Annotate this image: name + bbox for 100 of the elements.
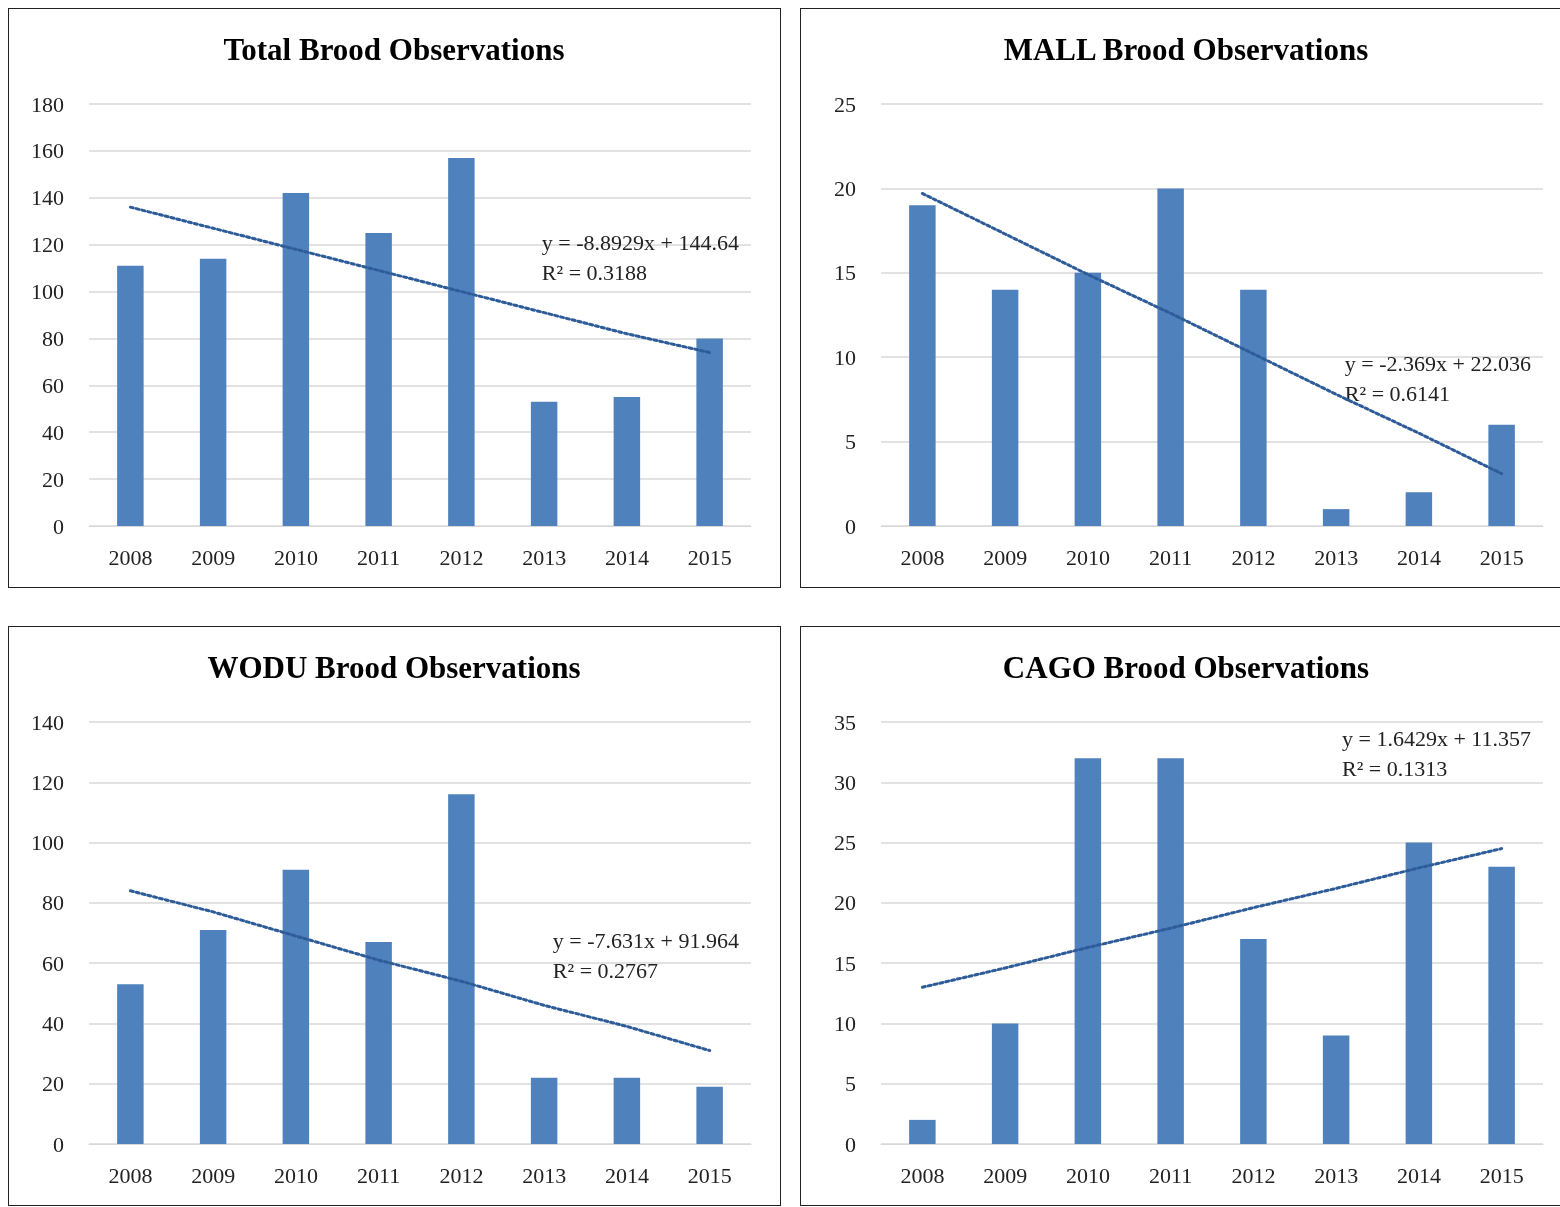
chart-title: WODU Brood Observations [207,650,581,685]
y-tick-label: 80 [42,890,64,916]
chart-title: MALL Brood Observations [1003,32,1369,67]
bar [613,1077,641,1144]
x-tick-label: 2011 [1149,544,1193,570]
y-tick-label: 120 [31,232,64,258]
annotation: y = -7.631x + 91.964 [552,928,739,954]
bar [117,984,144,1144]
bar [365,942,392,1144]
chart-title: Total Brood Observations [223,32,565,67]
x-tick-label: 2015 [687,544,732,570]
bar [991,289,1019,526]
y-tick-label: 10 [834,344,856,370]
annotation: R² = 0.2767 [552,958,659,984]
x-tick-label: 2013 [1314,1162,1359,1188]
y-tick-label: 20 [42,1071,64,1097]
bar [1074,758,1102,1144]
annotation: y = -2.369x + 22.036 [1344,351,1531,377]
bar [1488,424,1515,526]
chart-title: CAGO Brood Observations [1002,650,1370,685]
bar [1405,842,1433,1144]
y-tick-label: 0 [53,513,64,539]
x-tick-label: 2015 [1479,1162,1524,1188]
x-tick-label: 2008 [108,544,153,570]
y-tick-label: 60 [42,372,64,398]
y-tick-label: 25 [834,830,856,856]
bar [199,258,227,526]
bar [1240,289,1267,526]
y-tick-label: 120 [31,769,64,795]
bar [696,338,723,526]
x-tick-label: 2014 [1396,1162,1441,1188]
bar [282,193,310,526]
x-tick-label: 2015 [1479,544,1524,570]
y-tick-label: 0 [53,1131,64,1157]
y-tick-label: 140 [31,185,64,211]
y-tick-label: 40 [42,419,64,445]
y-tick-label: 0 [845,513,856,539]
bar [530,1077,558,1144]
bar [282,869,310,1144]
y-tick-label: 140 [31,709,64,735]
y-tick-label: 40 [42,1010,64,1036]
x-tick-label: 2008 [900,1162,945,1188]
bar [1405,492,1433,526]
y-tick-label: 100 [31,830,64,856]
x-tick-label: 2013 [522,1162,567,1188]
x-tick-label: 2010 [273,544,318,570]
bar [448,794,475,1144]
y-tick-label: 20 [834,175,856,201]
y-tick-label: 5 [845,1071,856,1097]
x-tick-label: 2014 [604,1162,649,1188]
bar [117,265,144,526]
bar [1074,272,1102,526]
x-tick-label: 2010 [1065,1162,1110,1188]
annotation: R² = 0.1313 [1342,756,1448,782]
y-tick-label: 20 [834,890,856,916]
x-tick-label: 2008 [900,544,945,570]
x-tick-label: 2013 [522,544,567,570]
y-tick-label: 30 [834,769,856,795]
y-tick-label: 60 [42,950,64,976]
y-tick-label: 15 [834,260,856,286]
y-tick-label: 80 [42,325,64,351]
bar [1322,509,1350,526]
y-tick-label: 100 [31,279,64,305]
bar [1157,188,1184,526]
line-series [920,847,1504,989]
y-tick-label: 15 [834,950,856,976]
y-tick-label: 0 [845,1131,856,1157]
bar [530,401,558,526]
y-tick-label: 20 [42,466,64,492]
x-tick-label: 2010 [273,1162,318,1188]
x-tick-label: 2009 [983,1162,1028,1188]
x-tick-label: 2013 [1314,544,1359,570]
x-tick-label: 2012 [1231,1162,1276,1188]
x-tick-label: 2012 [439,1162,484,1188]
bar [199,929,227,1144]
annotation: R² = 0.6141 [1344,381,1451,407]
y-tick-label: 25 [834,91,856,117]
y-tick-label: 35 [834,709,856,735]
bar [365,232,392,526]
bar [1322,1035,1350,1144]
bar [991,1023,1019,1144]
annotation: y = -8.8929x + 144.64 [541,230,739,256]
x-tick-label: 2009 [191,1162,236,1188]
bar [613,397,641,526]
y-tick-label: 5 [845,429,856,455]
bar [448,157,475,526]
x-tick-label: 2014 [1396,544,1441,570]
x-tick-label: 2015 [687,1162,732,1188]
x-tick-label: 2012 [439,544,484,570]
bar [909,1119,936,1144]
bar [1157,758,1184,1144]
x-tick-label: 2009 [191,544,236,570]
x-tick-label: 2009 [983,544,1028,570]
y-tick-label: 160 [31,138,64,164]
x-tick-label: 2012 [1231,544,1276,570]
annotation: y = 1.6429x + 11.357 [1342,726,1531,752]
y-tick-label: 10 [834,1010,856,1036]
x-tick-label: 2008 [108,1162,153,1188]
bar [1240,939,1267,1144]
bar [909,205,936,526]
